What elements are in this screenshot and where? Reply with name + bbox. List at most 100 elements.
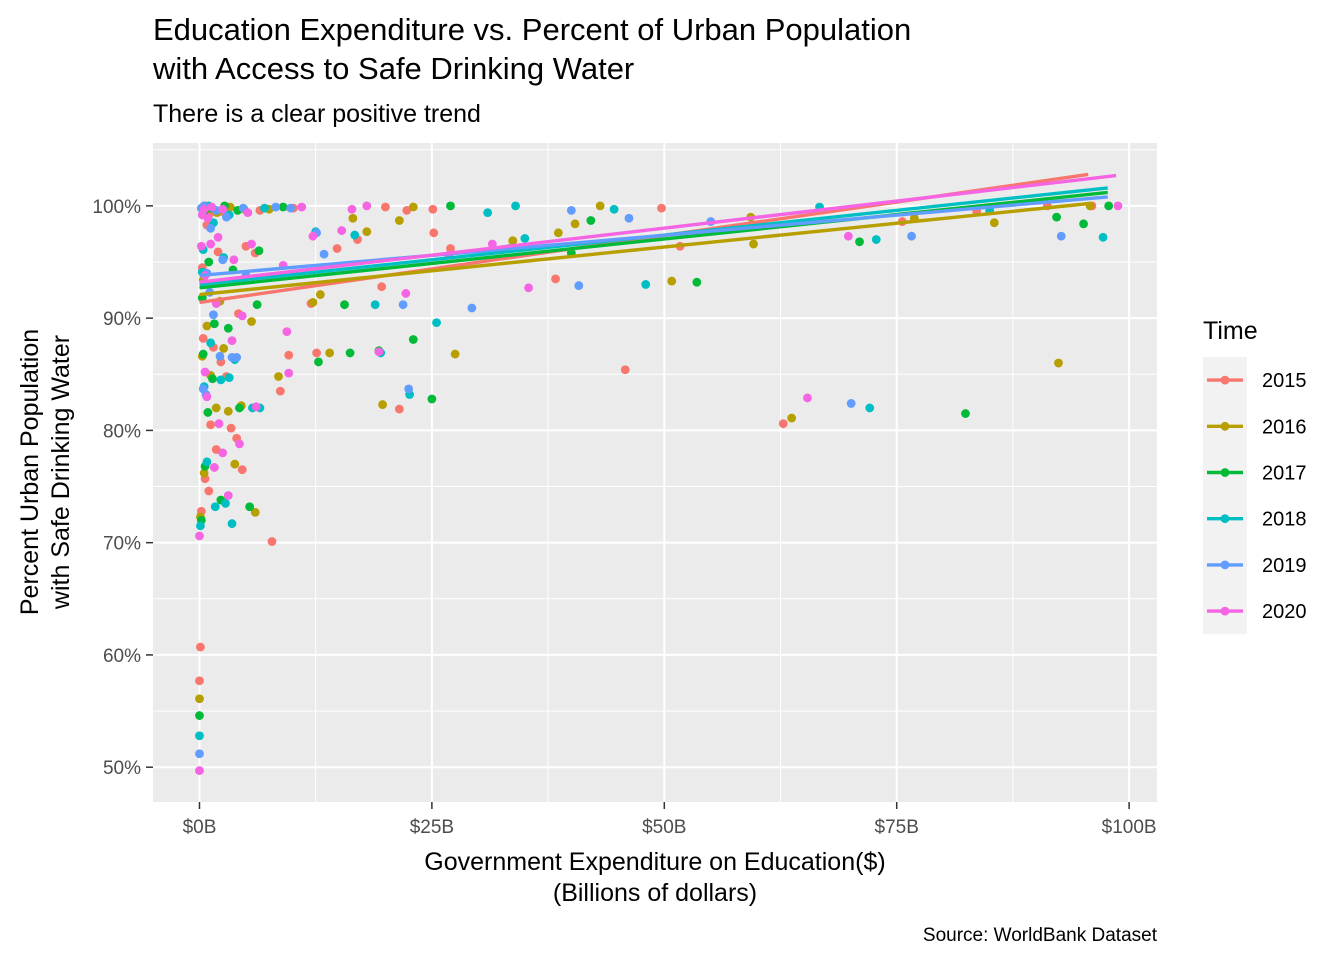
- data-point-2015: [237, 465, 247, 475]
- y-tick-label: 100%: [92, 197, 141, 218]
- x-axis-title-line-2: (Billions of dollars): [553, 879, 757, 907]
- x-axis-ticks: $0B $25B $50B $75B $100B: [183, 802, 1157, 838]
- y-axis-title-line-2: with Safe Drinking Water: [47, 335, 75, 610]
- data-point-2019: [319, 249, 329, 259]
- x-tick-label: $25B: [410, 817, 454, 838]
- data-point-2015: [551, 274, 560, 284]
- data-point-2020: [235, 439, 244, 449]
- data-point-2018: [520, 234, 530, 243]
- data-point-2016: [787, 413, 797, 423]
- y-axis-ticks: 50% 60% 70% 80% 90% 100%: [92, 197, 153, 779]
- x-tick-label: $50B: [642, 817, 686, 838]
- data-point-2018: [206, 338, 216, 348]
- data-point-2016: [362, 227, 372, 237]
- data-point-2016: [749, 239, 758, 249]
- data-point-2017: [195, 711, 204, 720]
- data-point-2017: [198, 349, 208, 359]
- data-point-2016: [450, 349, 460, 359]
- data-point-2020: [843, 231, 853, 241]
- chart-title-line-2: with Access to Safe Drinking Water: [152, 51, 634, 86]
- y-tick-label: 70%: [103, 534, 141, 555]
- data-point-2019: [232, 353, 242, 362]
- data-point-2020: [247, 239, 256, 249]
- data-point-2019: [574, 281, 584, 290]
- data-point-2018: [195, 731, 204, 741]
- data-point-2017: [692, 277, 702, 287]
- data-point-2015: [620, 365, 630, 375]
- data-point-2019: [206, 223, 216, 233]
- data-point-2020: [282, 327, 292, 337]
- data-point-2015: [211, 445, 221, 454]
- trend-line-2016: [199, 201, 1089, 297]
- data-point-2016: [211, 403, 221, 413]
- data-point-2015: [381, 202, 390, 212]
- data-point-2019: [195, 749, 204, 759]
- data-point-2016: [508, 236, 518, 246]
- data-point-2018: [216, 375, 226, 385]
- data-point-2019: [467, 303, 477, 313]
- data-point-2016: [247, 317, 256, 326]
- data-point-2019: [566, 205, 576, 215]
- y-tick-label: 90%: [103, 309, 141, 330]
- data-point-2020: [196, 241, 206, 251]
- data-point-2018: [432, 318, 441, 328]
- x-tick-label: $75B: [875, 817, 919, 838]
- data-point-2019: [222, 212, 231, 222]
- data-point-2017: [203, 408, 213, 417]
- plot-panel: [153, 143, 1157, 802]
- data-point-2020: [227, 336, 237, 345]
- data-point-2019: [404, 384, 414, 394]
- data-point-2017: [340, 300, 349, 310]
- data-point-2015: [213, 247, 223, 257]
- data-point-2020: [218, 204, 228, 214]
- data-point-2015: [402, 205, 412, 215]
- legend-key-point-2020: [1220, 606, 1230, 616]
- data-point-2019: [215, 351, 225, 361]
- x-axis-title-line-1: Government Expenditure on Education($): [424, 848, 885, 876]
- data-point-2018: [202, 457, 212, 467]
- data-point-2016: [394, 216, 404, 225]
- data-point-2017: [427, 394, 437, 404]
- data-point-2018: [227, 519, 237, 528]
- data-point-2016: [199, 468, 209, 478]
- data-point-2019: [846, 399, 856, 408]
- data-point-2018: [609, 204, 619, 214]
- data-point-2015: [428, 204, 438, 214]
- data-point-2016: [595, 201, 605, 211]
- data-point-2018: [511, 201, 520, 211]
- data-point-2020: [206, 239, 216, 249]
- data-point-2020: [1113, 201, 1123, 211]
- data-point-2020: [218, 448, 228, 458]
- data-point-2019: [398, 300, 408, 310]
- data-point-2020: [243, 208, 253, 218]
- chart-title-line-1: Education Expenditure vs. Percent of Urb…: [153, 12, 911, 47]
- data-point-2015: [332, 244, 342, 253]
- data-point-2017: [1104, 201, 1114, 211]
- data-point-2018: [224, 373, 234, 383]
- legend-key-point-2018: [1220, 514, 1230, 524]
- data-point-2015: [267, 537, 277, 546]
- data-point-2016: [219, 344, 229, 353]
- x-tick-label: $100B: [1102, 817, 1157, 838]
- data-point-2020: [347, 204, 357, 214]
- data-point-2017: [1079, 219, 1088, 229]
- data-point-2016: [250, 507, 260, 517]
- x-tick-label: $0B: [183, 817, 217, 838]
- data-point-2017: [254, 246, 264, 256]
- data-point-2020: [284, 368, 294, 378]
- chart-subtitle: There is a clear positive trend: [153, 100, 481, 128]
- data-point-2017: [586, 216, 596, 225]
- data-point-2020: [229, 255, 239, 265]
- data-point-2016: [315, 290, 325, 299]
- data-point-2017: [252, 300, 262, 310]
- data-point-2016: [348, 213, 358, 223]
- data-point-2015: [196, 642, 205, 652]
- data-point-2017: [208, 374, 217, 384]
- data-point-2016: [570, 219, 580, 229]
- data-point-2015: [778, 419, 788, 429]
- data-point-2017: [855, 237, 864, 247]
- data-point-2015: [204, 486, 214, 496]
- data-point-2020: [202, 392, 212, 402]
- grid-lines: [153, 143, 1157, 802]
- data-point-2019: [624, 213, 634, 223]
